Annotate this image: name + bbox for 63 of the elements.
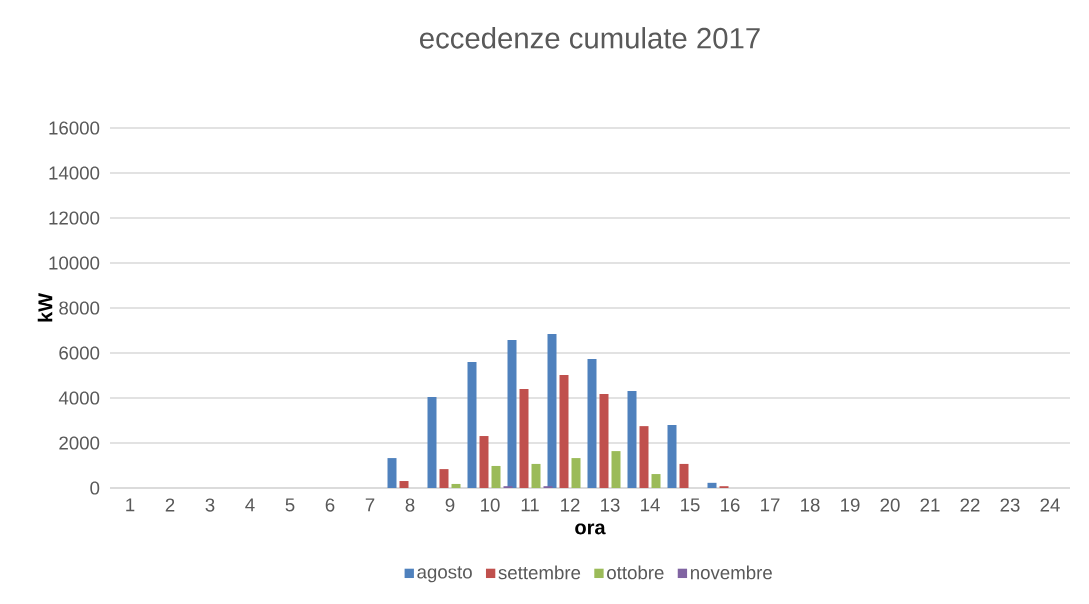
bar	[467, 362, 477, 488]
bar	[559, 375, 569, 488]
x-tick-label: 11	[521, 498, 539, 512]
bar	[707, 482, 717, 488]
x-tick-label: 9	[445, 498, 455, 512]
x-tick-label: 19	[841, 498, 860, 512]
chart-title: eccedenze cumulate 2017	[420, 27, 760, 49]
bar	[451, 483, 461, 488]
y-tick-label: 4000	[58, 391, 100, 405]
y-tick-label: 14000	[49, 166, 100, 180]
bar	[531, 463, 541, 488]
y-axis-title: kW	[37, 293, 53, 322]
bar	[439, 469, 449, 488]
bar	[399, 481, 409, 488]
x-tick-label: 5	[285, 498, 295, 512]
x-axis-title: ora	[575, 523, 606, 535]
x-tick-label: 6	[325, 498, 335, 512]
bar	[639, 426, 649, 488]
x-tick-label: 21	[920, 498, 940, 512]
bar	[667, 425, 677, 488]
bar	[491, 465, 501, 488]
y-tick-label: 8000	[59, 301, 100, 315]
bar	[387, 458, 397, 488]
x-tick-label: 1	[126, 498, 135, 512]
x-tick-label: 12	[561, 498, 580, 512]
legend-label: agosto	[417, 566, 472, 583]
x-tick-label: 3	[205, 498, 215, 512]
x-tick-label: 23	[1000, 498, 1020, 512]
bar	[571, 458, 581, 488]
y-tick-label: 16000	[49, 121, 100, 135]
x-tick-label: 20	[880, 498, 900, 512]
legend-label: ottobre	[607, 565, 664, 580]
x-tick-label: 2	[165, 498, 175, 512]
bar	[427, 397, 437, 488]
legend-label: novembre	[690, 565, 772, 580]
x-tick-label: 14	[641, 498, 660, 512]
x-tick-label: 15	[681, 498, 700, 512]
y-tick-label: 10000	[49, 256, 100, 270]
bar	[507, 339, 517, 488]
x-tick-label: 17	[761, 498, 780, 512]
bar	[547, 334, 557, 488]
x-tick-label: 22	[960, 498, 980, 512]
x-tick-label: 7	[365, 498, 375, 512]
x-tick-label: 16	[721, 498, 740, 512]
y-tick-label: 12000	[49, 211, 100, 225]
bar	[679, 463, 689, 488]
x-tick-label: 8	[405, 498, 415, 512]
x-tick-label: 13	[601, 498, 620, 512]
x-tick-label: 18	[801, 498, 820, 512]
bar	[651, 474, 661, 488]
bar	[519, 389, 529, 488]
y-tick-label: 6000	[59, 346, 100, 360]
x-tick-label: 10	[481, 498, 500, 512]
bar	[587, 359, 597, 488]
y-tick-label: 2000	[59, 436, 100, 450]
x-tick-label: 4	[245, 498, 255, 512]
bar	[627, 391, 637, 488]
y-tick-label: 0	[90, 481, 100, 495]
bar	[479, 436, 489, 488]
bar	[611, 451, 621, 488]
legend-label: settembre	[498, 565, 581, 580]
bar	[599, 393, 609, 488]
x-tick-label: 24	[1040, 498, 1060, 512]
